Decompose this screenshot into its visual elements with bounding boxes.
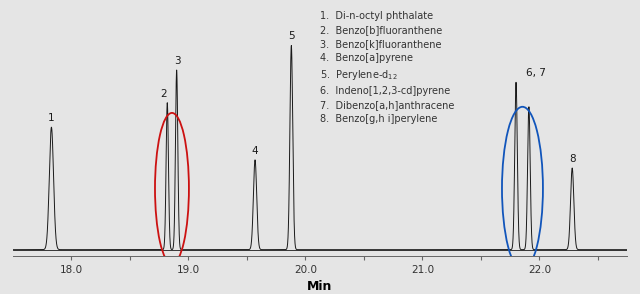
- Text: 3: 3: [175, 56, 181, 66]
- Text: 4: 4: [252, 146, 259, 156]
- Text: 6, 7: 6, 7: [526, 68, 546, 78]
- X-axis label: Min: Min: [307, 280, 333, 293]
- Text: 1: 1: [48, 113, 55, 123]
- Text: 5: 5: [288, 31, 294, 41]
- Text: 1.  Di-n-octyl phthalate
2.  Benzo[b]fluoranthene
3.  Benzo[k]fluoranthene
4.  B: 1. Di-n-octyl phthalate 2. Benzo[b]fluor…: [320, 11, 454, 124]
- Text: 8: 8: [569, 154, 575, 164]
- Text: 2: 2: [161, 88, 167, 98]
